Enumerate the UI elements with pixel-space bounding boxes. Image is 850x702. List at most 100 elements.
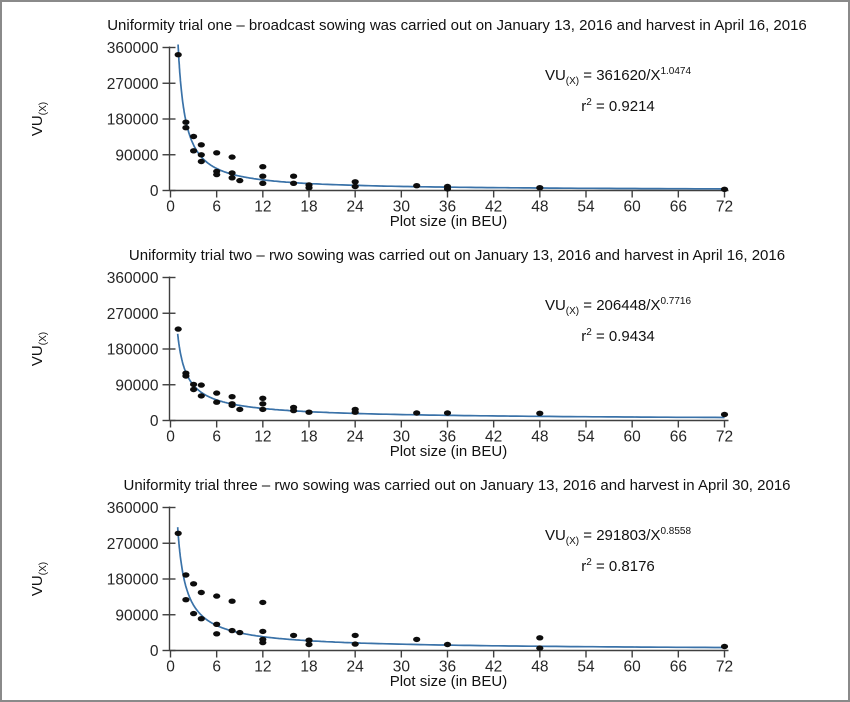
x-tick-label: 0 xyxy=(166,429,175,446)
y-tick-label: 270000 xyxy=(107,306,159,323)
y-tick-label: 270000 xyxy=(107,76,159,93)
chart-uniformity-trial-three: 0 90000 180000 270000 360000 0 6 12 18 24 30 36 42 48… xyxy=(2,462,848,692)
data-point xyxy=(290,173,298,179)
data-point xyxy=(290,632,298,639)
data-point xyxy=(197,382,205,388)
data-point xyxy=(197,152,205,158)
x-tick-label: 6 xyxy=(212,199,221,216)
data-point xyxy=(228,154,236,160)
chart-title: Uniformity trial three – rwo sowing was … xyxy=(123,477,791,494)
x-tick-label: 36 xyxy=(439,429,456,446)
equation-exponent: 0.8558 xyxy=(660,526,692,537)
x-tick-label: 30 xyxy=(393,659,411,676)
chart-uniformity-trial-two: 0 90000 180000 270000 360000 0 6 12 18 24 30 36 42 48… xyxy=(2,232,848,462)
r-squared-line: r2 = 0.8176 xyxy=(507,552,729,577)
x-tick-label: 72 xyxy=(716,429,733,446)
data-point xyxy=(351,641,359,647)
x-tick-label: 36 xyxy=(439,199,456,216)
y-tick-label: 360000 xyxy=(107,500,159,517)
x-tick-label: 30 xyxy=(393,199,411,216)
chart-title: Uniformity trial one – broadcast sowing … xyxy=(107,17,807,34)
data-point xyxy=(190,610,198,617)
x-tick-label: 48 xyxy=(531,199,548,216)
data-point xyxy=(259,406,267,413)
y-tick-label: 90000 xyxy=(115,377,158,394)
data-point xyxy=(197,142,205,148)
data-point xyxy=(536,410,544,416)
x-tick-label: 24 xyxy=(347,659,365,676)
data-point xyxy=(259,639,267,646)
data-point xyxy=(190,581,198,587)
y-tick-label: 360000 xyxy=(107,270,159,287)
data-point xyxy=(536,645,544,651)
r-squared-line: r2 = 0.9434 xyxy=(507,322,729,347)
fit-equation-line: VU(X) = 361620/X1.0474 xyxy=(507,61,729,92)
equation-exponent: 1.0474 xyxy=(660,66,692,77)
data-point xyxy=(259,180,267,186)
data-point xyxy=(182,597,190,603)
data-point xyxy=(236,629,244,636)
data-point xyxy=(720,411,729,418)
data-point xyxy=(720,643,729,650)
data-point xyxy=(236,406,244,413)
r-squared-superscript: 2 xyxy=(586,97,592,108)
fit-equation: VU(X) = 291803/X0.8558 r2 = 0.8176 xyxy=(507,521,729,577)
x-axis-title: Plot size (in BEU) xyxy=(389,673,508,690)
data-point xyxy=(259,628,267,635)
y-tick-label: 90000 xyxy=(115,147,158,164)
x-tick-label: 12 xyxy=(254,659,271,676)
data-point xyxy=(236,177,244,184)
data-point xyxy=(351,632,359,639)
data-point xyxy=(228,394,236,400)
data-point xyxy=(174,52,182,58)
equation-variable: VU xyxy=(544,527,566,544)
x-tick-label: 30 xyxy=(393,429,411,446)
y-tick-label: 0 xyxy=(150,183,159,200)
x-tick-label: 0 xyxy=(166,199,175,216)
equation-variable-subscript: (X) xyxy=(565,536,580,547)
y-axis-title-text: VU xyxy=(29,115,46,137)
x-tick-label: 12 xyxy=(254,199,271,216)
x-axis-title: Plot size (in BEU) xyxy=(389,443,508,460)
y-tick-label: 180000 xyxy=(107,112,159,129)
data-point xyxy=(259,599,267,606)
data-point xyxy=(190,386,198,393)
x-tick-label: 60 xyxy=(624,659,642,676)
scatter-plot-trial-one: 0 90000 180000 270000 360000 0 6 12 18 24 30 36 42 48… xyxy=(107,40,733,216)
data-point xyxy=(228,170,236,176)
fit-equation-line: VU(X) = 291803/X0.8558 xyxy=(507,521,729,552)
equation-variable: VU xyxy=(544,67,566,84)
y-axis-title: VU(X) xyxy=(29,514,49,644)
data-point xyxy=(213,390,221,396)
chart-uniformity-trial-one: 0 90000 180000 270000 360000 0 6 12 18 24 30 36 42 48… xyxy=(2,2,848,232)
data-point xyxy=(290,180,298,186)
equation-variable-subscript: (X) xyxy=(565,76,580,87)
x-tick-label: 72 xyxy=(716,199,733,216)
r-squared-symbol: r xyxy=(581,558,587,575)
chart-title: Uniformity trial two – rwo sowing was ca… xyxy=(128,247,786,264)
data-point xyxy=(228,175,236,181)
y-axis-title-subscript: (X) xyxy=(38,561,49,576)
y-tick-label: 180000 xyxy=(107,572,159,589)
data-point xyxy=(259,164,267,170)
equation-rhs: = 206448/X xyxy=(579,297,661,314)
x-tick-label: 42 xyxy=(485,659,502,676)
data-point xyxy=(213,150,221,156)
x-tick-label: 60 xyxy=(624,429,642,446)
equation-exponent: 0.7716 xyxy=(660,296,692,307)
equation-variable: VU xyxy=(544,297,566,314)
data-point xyxy=(174,326,182,332)
x-tick-label: 42 xyxy=(485,199,502,216)
data-point xyxy=(536,635,544,641)
x-tick-label: 66 xyxy=(670,429,687,446)
r-squared-superscript: 2 xyxy=(586,327,592,338)
x-tick-label: 6 xyxy=(212,659,221,676)
x-tick-label: 60 xyxy=(624,199,642,216)
x-tick-label: 12 xyxy=(254,429,271,446)
data-point xyxy=(190,133,198,140)
data-point xyxy=(197,589,205,596)
x-tick-label: 48 xyxy=(531,429,548,446)
data-point xyxy=(197,393,205,399)
equation-rhs: = 291803/X xyxy=(579,527,661,544)
